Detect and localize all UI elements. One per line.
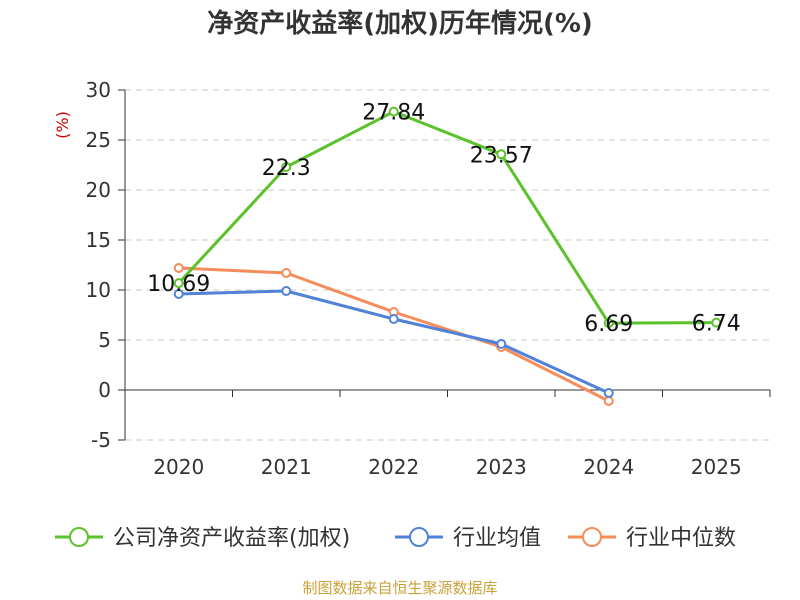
data-point (173, 263, 184, 273)
y-tick-label: 30 (86, 78, 111, 102)
y-axis-unit: (%) (53, 111, 72, 139)
y-tick-label: 20 (86, 178, 111, 202)
data-point (281, 268, 292, 278)
y-tick-label: 5 (98, 328, 111, 352)
x-tick-label: 2025 (691, 455, 742, 479)
data-label: 6.74 (692, 312, 741, 337)
series-line-2 (178, 266, 610, 403)
data-label: 6.69 (584, 312, 633, 337)
data-point (496, 339, 507, 349)
legend-item: 行业均值 (395, 526, 541, 551)
data-label: 23.57 (470, 143, 533, 168)
data-point (173, 278, 184, 289)
legend-item: 公司净资产收益率(加权) (55, 526, 350, 551)
y-tick-label: 0 (98, 378, 111, 402)
grid-lines (125, 89, 770, 441)
y-tick-label: 25 (86, 128, 111, 152)
x-tick-label: 2022 (368, 455, 419, 479)
legend-marker (582, 527, 602, 547)
legend-label: 行业均值 (453, 526, 541, 551)
x-tick-label: 2021 (261, 455, 312, 479)
x-tick-label: 2024 (583, 455, 634, 479)
data-point (496, 149, 507, 160)
legend-marker (69, 527, 89, 547)
y-tick-label: -5 (91, 428, 111, 452)
axes: 30 25 20 15 10 5 0 -5 2020 2021 2022 2023 2024 2025 (86, 78, 771, 479)
data-point (281, 286, 292, 296)
y-tick-label: 10 (86, 278, 111, 302)
data-label: 10.69 (147, 272, 210, 297)
data-point (173, 289, 184, 299)
data-point (388, 106, 399, 117)
data-point (603, 318, 614, 329)
series-line-1 (178, 289, 610, 395)
legend-label: 行业中位数 (626, 526, 736, 551)
chart-title: 净资产收益率(加权)历年情况(%) (207, 8, 593, 39)
data-point (603, 396, 614, 406)
legend-item: 行业中位数 (568, 526, 736, 551)
x-tick-label: 2020 (153, 455, 204, 479)
legend-marker (409, 527, 429, 547)
data-point (281, 162, 292, 172)
data-labels: 10.69 22.3 27.84 23.57 6.69 6.74 (147, 101, 740, 338)
series-line-0 (177, 110, 717, 325)
series-lines (173, 106, 722, 406)
source-note: 制图数据来自恒生聚源数据库 (302, 579, 497, 597)
legend-label: 公司净资产收益率(加权) (113, 526, 350, 551)
data-label: 22.3 (262, 156, 311, 181)
data-label: 27.84 (362, 101, 425, 126)
x-tick-label: 2023 (476, 455, 527, 479)
data-point (603, 388, 614, 398)
data-point (388, 314, 399, 324)
data-point (711, 317, 722, 328)
y-tick-label: 15 (86, 228, 111, 252)
legend: 公司净资产收益率(加权) 行业均值 行业中位数 (55, 526, 736, 551)
